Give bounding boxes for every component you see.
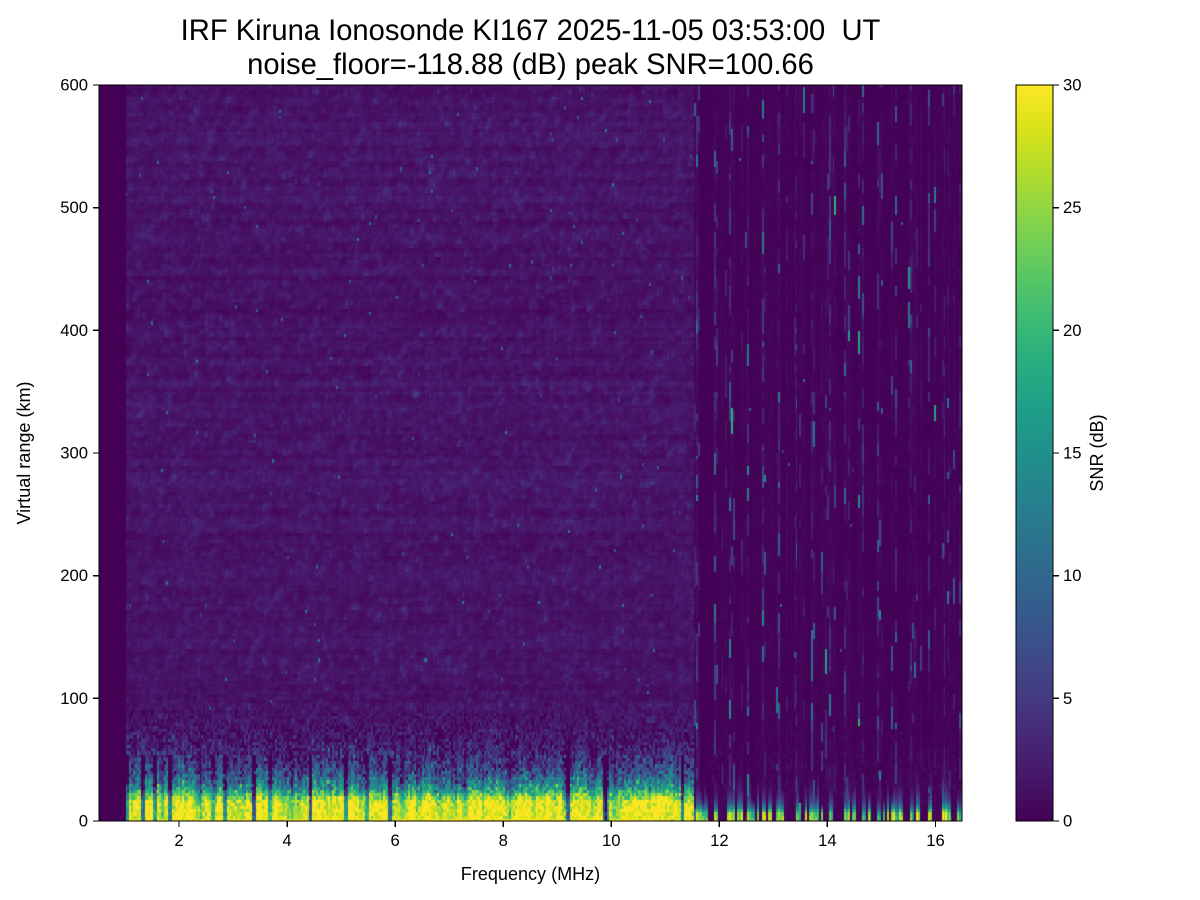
svg-text:8: 8 (499, 831, 508, 850)
svg-text:10: 10 (602, 831, 621, 850)
svg-text:Virtual range (km): Virtual range (km) (14, 381, 34, 524)
svg-text:0: 0 (79, 812, 88, 831)
svg-text:14: 14 (818, 831, 837, 850)
svg-text:2: 2 (174, 831, 183, 850)
svg-text:4: 4 (282, 831, 291, 850)
svg-text:15: 15 (1063, 444, 1082, 463)
svg-text:30: 30 (1063, 76, 1082, 95)
svg-text:25: 25 (1063, 198, 1082, 217)
svg-text:16: 16 (926, 831, 945, 850)
svg-text:400: 400 (60, 321, 88, 340)
svg-text:noise_floor=-118.88 (dB) peak: noise_floor=-118.88 (dB) peak SNR=100.66 (247, 49, 814, 81)
svg-text:12: 12 (710, 831, 729, 850)
svg-text:6: 6 (390, 831, 399, 850)
svg-text:20: 20 (1063, 321, 1082, 340)
svg-text:IRF Kiruna Ionosonde KI167 202: IRF Kiruna Ionosonde KI167 2025-11-05 03… (181, 15, 881, 47)
svg-text:600: 600 (60, 76, 88, 95)
svg-text:0: 0 (1063, 812, 1072, 831)
svg-text:SNR (dB): SNR (dB) (1087, 414, 1107, 491)
svg-text:10: 10 (1063, 566, 1082, 585)
svg-text:500: 500 (60, 198, 88, 217)
svg-text:5: 5 (1063, 689, 1072, 708)
svg-text:100: 100 (60, 689, 88, 708)
svg-text:Frequency (MHz): Frequency (MHz) (461, 864, 600, 884)
svg-text:300: 300 (60, 444, 88, 463)
svg-text:200: 200 (60, 566, 88, 585)
